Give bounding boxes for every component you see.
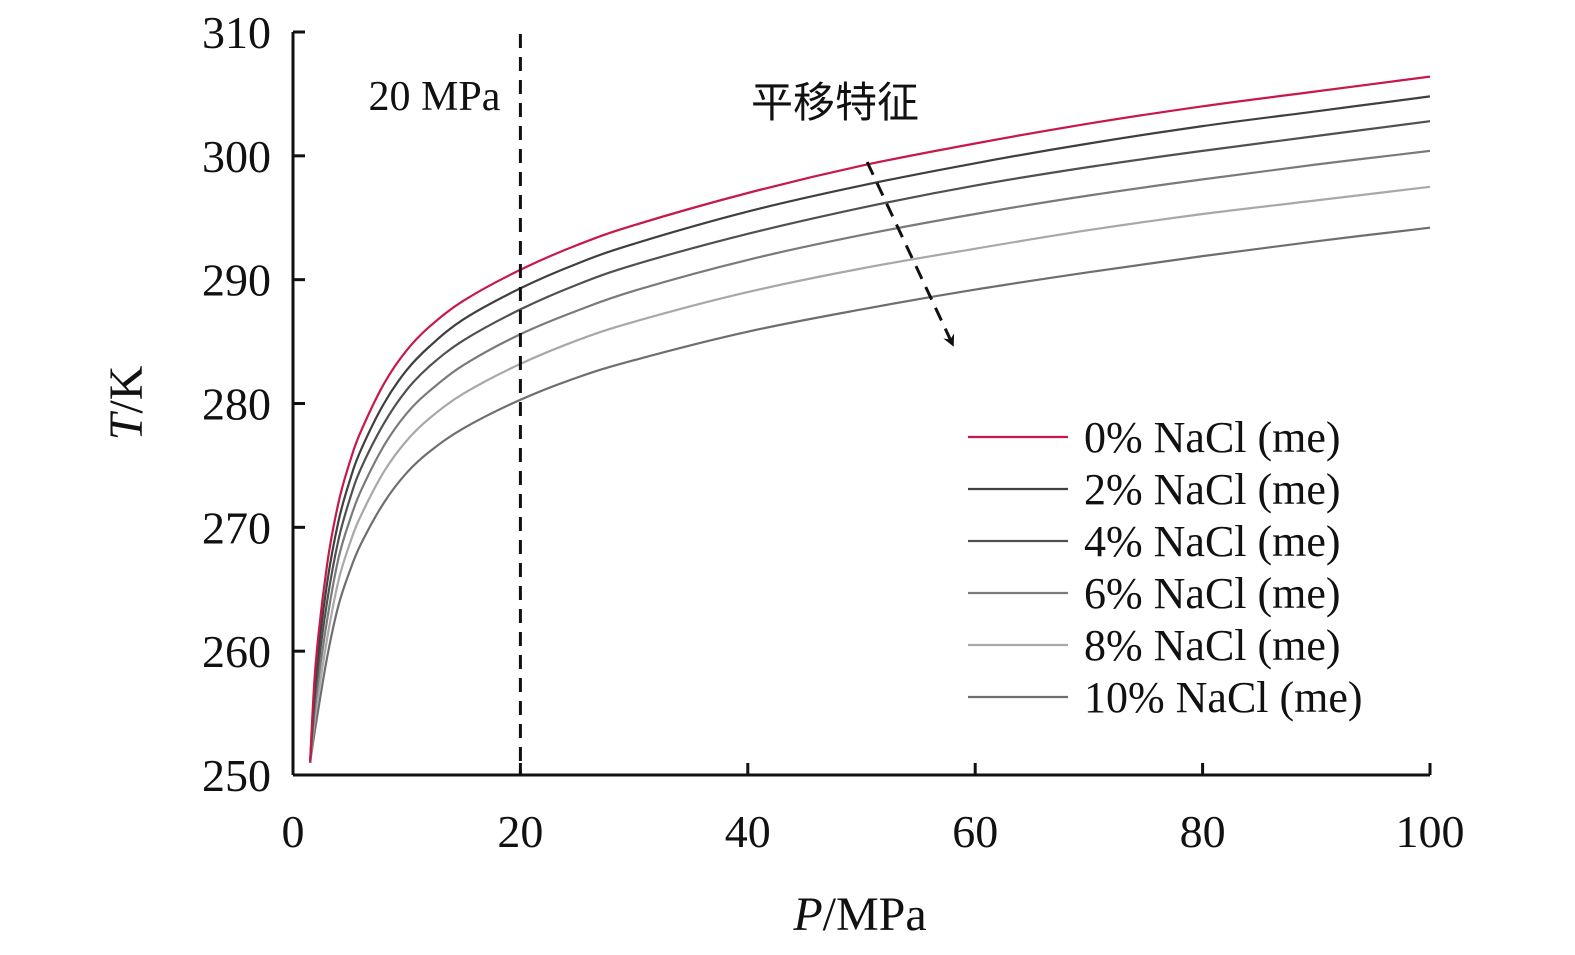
legend-label-3: 6% NaCl (me) <box>1084 569 1341 618</box>
legend-label-1: 2% NaCl (me) <box>1084 465 1341 514</box>
x-tick-label: 80 <box>1180 806 1226 857</box>
y-tick-label: 310 <box>202 7 271 58</box>
x-tick-label: 0 <box>282 806 305 857</box>
x-tick-label: 40 <box>725 806 771 857</box>
x-axis-title: P/MPa <box>792 888 926 941</box>
series-line-4 <box>309 185 1431 763</box>
legend-label-0: 0% NaCl (me) <box>1084 413 1341 462</box>
legend: 0% NaCl (me)2% NaCl (me)4% NaCl (me)6% N… <box>968 413 1363 722</box>
series-line-1 <box>309 95 1431 763</box>
shift-annotation-label: 平移特征 <box>751 81 919 127</box>
series-line-3 <box>309 149 1431 763</box>
ticks: 0 20 40 60 80 100 250 260 270 280 290 300 310 <box>202 7 1465 857</box>
y-axis-title: T/K <box>100 365 153 440</box>
y-tick-label: 250 <box>202 750 271 801</box>
x-tick-label: 20 <box>497 806 543 857</box>
series-line-2 <box>309 120 1431 763</box>
annotations: 20 MPa 平移特征 <box>369 34 955 775</box>
y-tick-label: 280 <box>202 379 271 430</box>
y-tick-label: 290 <box>202 255 271 306</box>
series-line-5 <box>309 226 1431 763</box>
legend-label-5: 10% NaCl (me) <box>1084 673 1363 722</box>
y-tick-label: 260 <box>202 626 271 677</box>
series-line-0 <box>309 75 1431 763</box>
y-tick-label: 270 <box>202 502 271 553</box>
shift-arrow <box>865 161 955 347</box>
x-tick-label: 60 <box>952 806 998 857</box>
y-tick-label: 300 <box>202 131 271 182</box>
series-lines <box>309 75 1431 763</box>
reference-line-label: 20 MPa <box>369 74 501 120</box>
legend-label-4: 8% NaCl (me) <box>1084 621 1341 670</box>
x-tick-label: 100 <box>1396 806 1465 857</box>
legend-label-2: 4% NaCl (me) <box>1084 517 1341 566</box>
